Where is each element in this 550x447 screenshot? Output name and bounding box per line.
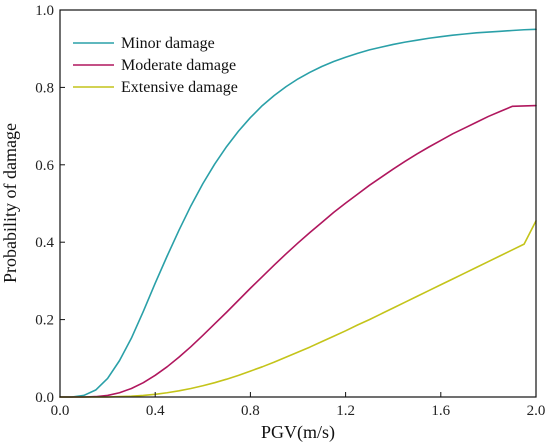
series-line-1: [59, 104, 537, 398]
legend: Minor damage Moderate damage Extensive dam…: [73, 35, 238, 96]
legend-label-2: Extensive damage: [121, 79, 238, 96]
x-tick-label: 2.0: [527, 403, 546, 419]
series-line-2: [59, 220, 537, 398]
x-axis-title: PGV(m/s): [261, 422, 335, 443]
y-tick-label: 0.6: [35, 158, 54, 174]
y-tick-label: 0.8: [35, 80, 54, 96]
series-lines: [59, 28, 537, 398]
x-tick-label: 1.2: [336, 403, 355, 419]
y-tick-label: 0.2: [35, 313, 54, 329]
plot-frame: [59, 9, 537, 398]
y-tick-label: 0.4: [35, 235, 54, 251]
legend-label-1: Moderate damage: [121, 57, 236, 74]
y-tick-label: 0.0: [35, 390, 54, 406]
axis-ticks: 0.0 0.4 0.8 1.2 1.6 2.0 0.0 0.2 0.4 0.6 0.8 1.0: [35, 3, 545, 419]
legend-label-0: Minor damage: [121, 35, 215, 52]
x-tick-label: 0.4: [146, 403, 165, 419]
x-tick-label: 0.8: [241, 403, 260, 419]
x-tick-label: 1.6: [431, 403, 450, 419]
series-line-0: [59, 28, 537, 398]
y-axis-title: Probability of damage: [0, 123, 20, 283]
x-tick-label: 0.0: [51, 403, 70, 419]
y-tick-label: 1.0: [35, 3, 54, 19]
